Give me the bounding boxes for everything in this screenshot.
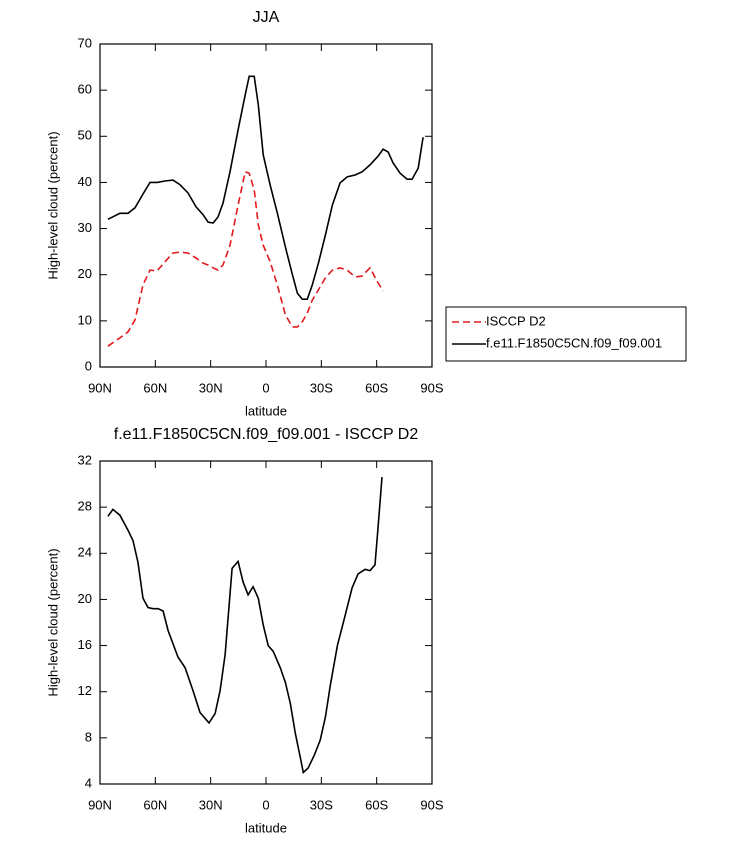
y-tick-label: 70 — [78, 35, 92, 50]
y-axis-label: High-level cloud (percent) — [45, 131, 60, 279]
chart-title: f.e11.F1850C5CN.f09_f09.001 - ISCCP D2 — [114, 426, 419, 443]
x-tick-label: 90S — [420, 797, 443, 812]
x-axis-label: latitude — [245, 820, 287, 835]
y-tick-label: 4 — [85, 775, 92, 790]
x-tick-label: 60N — [143, 380, 167, 395]
y-tick-label: 24 — [78, 545, 92, 560]
plot-frame — [99, 43, 433, 368]
chart-title: JJA — [253, 9, 280, 26]
y-tick-label: 20 — [78, 591, 92, 606]
plot-frame — [99, 460, 433, 785]
x-tick-label: 30S — [310, 380, 333, 395]
y-tick-label: 20 — [78, 266, 92, 281]
x-tick-label: 0 — [262, 797, 269, 812]
y-tick-label: 12 — [78, 683, 92, 698]
y-tick-label: 32 — [78, 452, 92, 467]
x-tick-label: 90S — [420, 380, 443, 395]
x-tick-label: 0 — [262, 380, 269, 395]
y-tick-label: 10 — [78, 312, 92, 327]
x-tick-label: 30N — [199, 797, 223, 812]
x-tick-label: 60S — [365, 797, 388, 812]
x-tick-label: 60N — [143, 797, 167, 812]
legend-label: f.e11.F1850C5CN.f09_f09.001 — [486, 335, 662, 350]
data-line — [107, 477, 383, 775]
x-tick-label: 30S — [310, 797, 333, 812]
legend-box — [445, 306, 687, 362]
y-axis-label: High-level cloud (percent) — [45, 548, 60, 696]
y-tick-label: 0 — [85, 358, 92, 373]
y-tick-label: 16 — [78, 637, 92, 652]
y-tick-label: 28 — [78, 499, 92, 514]
x-tick-label: 90N — [88, 797, 112, 812]
x-tick-label: 90N — [88, 380, 112, 395]
legend-label: ISCCP D2 — [486, 313, 546, 328]
x-axis-label: latitude — [245, 403, 287, 418]
x-tick-label: 60S — [365, 380, 388, 395]
x-tick-label: 30N — [199, 380, 223, 395]
y-tick-label: 30 — [78, 220, 92, 235]
y-tick-label: 8 — [85, 729, 92, 744]
data-line — [107, 75, 424, 300]
y-tick-label: 50 — [78, 128, 92, 143]
y-tick-label: 60 — [78, 82, 92, 97]
y-tick-label: 40 — [78, 174, 92, 189]
data-line — [107, 170, 384, 347]
